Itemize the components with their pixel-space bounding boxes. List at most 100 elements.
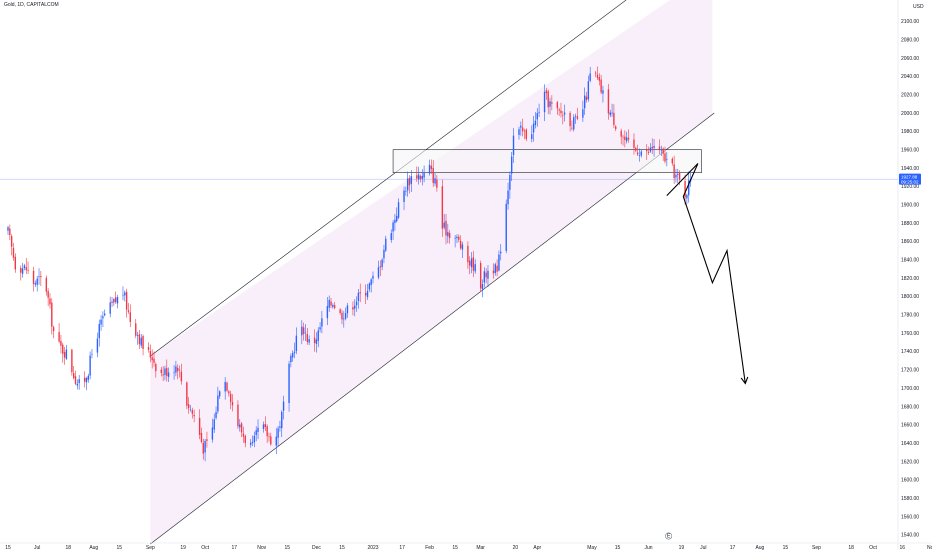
candle-body — [27, 269, 29, 271]
candle-body — [288, 363, 290, 403]
candle-body — [633, 139, 635, 148]
x-tick-label: 2023 — [367, 545, 378, 550]
candle-body — [594, 72, 597, 74]
x-tick-label: 17 — [730, 545, 736, 550]
y-tick-label: 1720.00 — [901, 368, 919, 374]
candle-body — [357, 292, 360, 302]
x-tick-label: Nov — [927, 545, 932, 550]
candle-body — [408, 177, 411, 186]
candle-body — [609, 112, 611, 116]
candle-body — [494, 264, 496, 274]
candle-body — [215, 411, 217, 418]
candle-body — [211, 427, 214, 440]
x-tick-label: Oct — [869, 545, 877, 550]
y-tick-label: 1660.00 — [901, 423, 919, 429]
candle-body — [359, 292, 361, 294]
candle-body — [584, 95, 586, 109]
candle-body — [135, 323, 137, 336]
candle-body — [140, 337, 142, 346]
candle-body — [96, 338, 99, 353]
candle-body — [368, 283, 371, 290]
candle-body — [346, 305, 349, 314]
candle-body — [65, 349, 68, 359]
candle-body — [237, 404, 239, 427]
candle-body — [275, 436, 277, 446]
y-tick-label: 1840.00 — [901, 258, 919, 264]
y-tick-label: 1960.00 — [901, 148, 919, 154]
candle-body — [124, 292, 126, 296]
candle-body — [532, 123, 535, 133]
x-tick-label: Dec — [312, 545, 321, 550]
candle-body — [202, 442, 204, 454]
candle-body — [505, 203, 507, 251]
candle-body — [122, 294, 124, 296]
candle-body — [405, 191, 407, 192]
candle-body — [89, 355, 91, 376]
y-tick-label: 1920.00 — [901, 184, 919, 190]
candle-body — [142, 336, 144, 349]
channel-lower-line — [150, 112, 715, 545]
candle-body — [394, 219, 396, 224]
y-tick-label: 1780.00 — [901, 313, 919, 319]
candle-body — [264, 423, 267, 428]
candle-body — [302, 327, 305, 334]
x-tick-label: 16 — [899, 545, 905, 550]
candle-body — [344, 313, 347, 319]
event-marker — [665, 532, 673, 540]
candle-body — [671, 158, 673, 164]
candle-body — [281, 411, 283, 429]
candle-body — [332, 304, 334, 307]
candle-body — [206, 439, 208, 441]
candle-body — [459, 240, 462, 249]
x-tick-label: Jun — [645, 545, 653, 550]
candle-body — [611, 112, 613, 114]
candle-body — [686, 194, 688, 199]
candle-body — [71, 349, 73, 373]
candle-body — [239, 424, 241, 428]
candle-body — [507, 190, 509, 205]
candle-body — [313, 337, 316, 344]
candle-body — [521, 127, 524, 132]
x-tick-label: 15 — [5, 545, 11, 550]
y-tick-label: 1640.00 — [901, 441, 919, 447]
candle-body — [385, 238, 387, 251]
y-tick-label: 2000.00 — [901, 111, 919, 117]
candle-body — [173, 372, 175, 374]
candle-body — [12, 247, 15, 258]
last-price-tag — [899, 173, 921, 185]
candle-body — [301, 326, 303, 336]
candle-body — [372, 275, 374, 279]
symbol-title: Gold, 1D, CAPITALCOM — [4, 2, 59, 8]
candle-body — [406, 178, 409, 191]
countdown-value: 09:25:02 — [901, 179, 919, 184]
currency-label: USD — [913, 4, 924, 10]
candle-body — [240, 423, 243, 433]
candle-body — [560, 110, 562, 114]
candle-body — [136, 335, 139, 336]
candle-body — [9, 228, 11, 236]
candle-body — [321, 318, 323, 327]
candle-body — [160, 369, 162, 373]
candle-body — [636, 152, 639, 155]
candle-body — [178, 369, 181, 371]
candle-body — [250, 442, 252, 445]
x-tick-label: 19 — [180, 545, 186, 550]
candle-body — [73, 373, 75, 378]
candle-body — [7, 227, 9, 231]
candle-body — [186, 382, 188, 406]
candle-body — [166, 367, 168, 377]
candle-body — [646, 150, 648, 152]
candle-body — [339, 309, 341, 314]
candle-body — [675, 174, 677, 178]
candle-body — [625, 137, 628, 142]
candle-body — [51, 302, 53, 327]
candle-body — [432, 168, 434, 184]
x-tick-label: Aug — [89, 545, 98, 550]
candle-body — [403, 190, 405, 202]
candle-body — [255, 430, 257, 435]
candle-body — [423, 173, 425, 178]
candle-body — [333, 305, 336, 308]
candle-body — [109, 302, 111, 314]
candle-body — [379, 266, 381, 268]
